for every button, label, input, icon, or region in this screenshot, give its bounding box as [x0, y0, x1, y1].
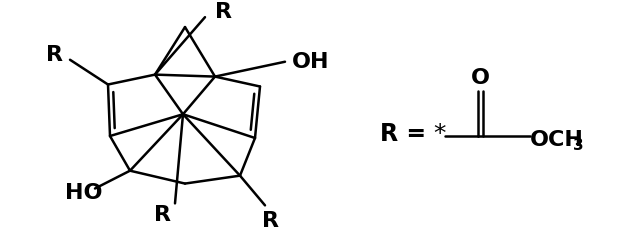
Text: HO: HO	[65, 183, 102, 203]
Text: *: *	[433, 122, 445, 146]
Text: R: R	[215, 2, 232, 22]
Text: 3: 3	[573, 139, 584, 153]
Text: R: R	[47, 45, 63, 65]
Text: R =: R =	[380, 122, 426, 146]
Text: OH: OH	[292, 52, 330, 72]
Text: O: O	[470, 68, 490, 87]
Text: R: R	[262, 211, 279, 231]
Text: R: R	[154, 205, 172, 225]
Text: OCH: OCH	[530, 130, 584, 150]
